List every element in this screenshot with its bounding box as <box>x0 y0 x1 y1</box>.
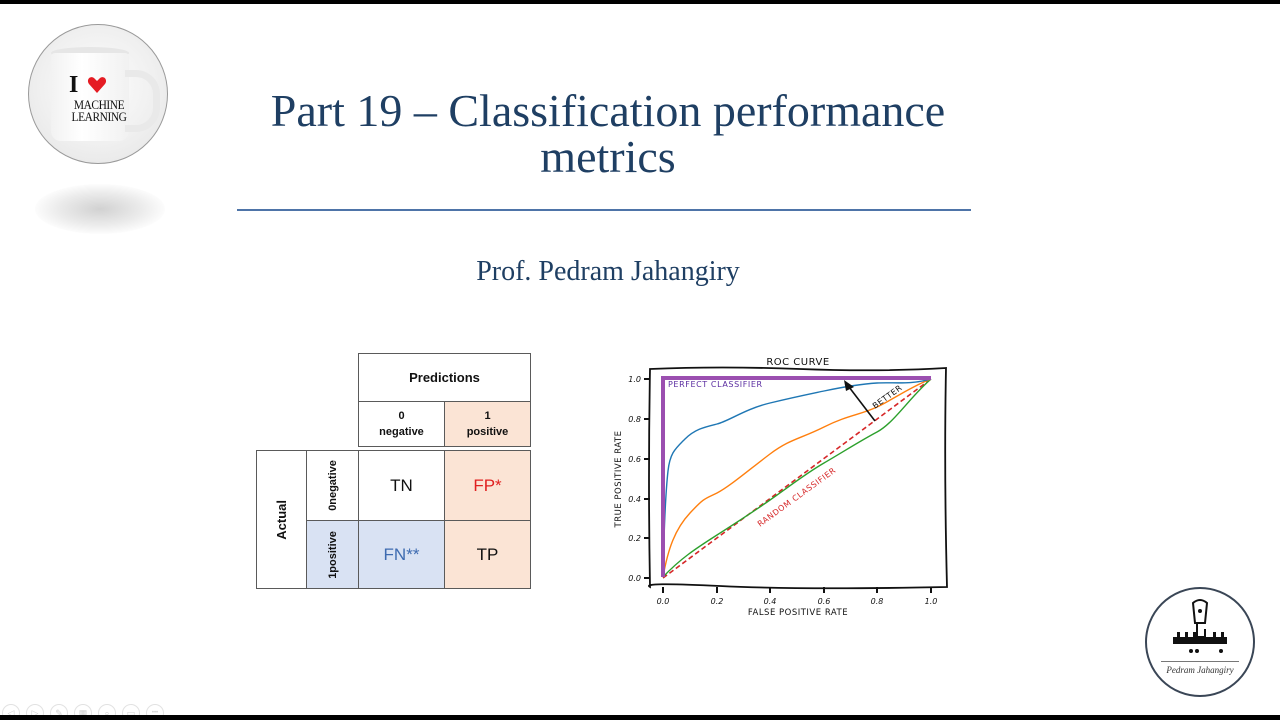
svg-text:1.0: 1.0 <box>925 597 938 606</box>
pen-icon: ✎ <box>55 707 63 716</box>
y-ticks <box>644 378 650 579</box>
pred-positive-header: 1 positive <box>444 401 531 447</box>
title-divider <box>237 209 971 211</box>
window-top-bar <box>0 0 1280 4</box>
next-icon: ▷ <box>31 707 39 716</box>
orange-roc-curve <box>662 378 932 578</box>
title-line-1: Part 19 – Classification performance <box>270 85 946 136</box>
svg-text:0.8: 0.8 <box>871 597 884 606</box>
logo-divider <box>1161 661 1239 662</box>
green-roc-curve <box>662 378 932 578</box>
slide: I MACHINE LEARNING Part 19 – Classificat… <box>0 4 1280 715</box>
heart-icon <box>87 77 107 93</box>
confusion-matrix: Predictions 0 negative 1 positive Actual… <box>256 353 531 589</box>
previous-icon: ◁ <box>7 707 15 716</box>
pred-negative-label: negative <box>379 426 424 438</box>
actual-negative-text: 0 negative <box>325 460 341 511</box>
calligraphy-emblem-icon <box>1173 599 1227 653</box>
roc-chart-svg: 1.00.80.6 0.40.20.0 0.0 0.2 0.4 0.6 0.8 1.0 … <box>614 357 948 618</box>
actual-label: Actual <box>274 499 289 540</box>
screen-icon: ▭ <box>126 707 136 716</box>
slideshow-controls: ◁ ▷ ✎ ▦ ⌕ ▭ ••• <box>2 704 164 715</box>
actual-positive-text: 1 positive <box>325 531 341 579</box>
cell-true-positive: TP <box>444 520 531 589</box>
pred-positive-num: 1 <box>484 410 491 422</box>
more-options-button[interactable]: ••• <box>146 704 164 715</box>
svg-text:0.6: 0.6 <box>818 597 831 606</box>
actual-negative-num: 0 <box>326 504 339 511</box>
svg-text:0.2: 0.2 <box>711 597 724 606</box>
svg-text:0.0: 0.0 <box>628 574 641 583</box>
mug-text-learning: LEARNING <box>71 109 127 124</box>
roc-chart: 1.0 0.8 0.6 0.4 0.2 0.0 0.0 0.2 0.4 0.6 0.8 1.0 … <box>600 349 960 629</box>
magnifier-icon: ⌕ <box>104 707 110 716</box>
blue-roc-curve <box>662 378 932 578</box>
cell-true-negative: TN <box>358 450 445 521</box>
actual-negative-label: negative <box>326 460 339 505</box>
mug-shadow <box>35 184 165 234</box>
x-tick-labels: 0.0 0.2 0.4 0.6 0.8 1.0 <box>657 597 938 606</box>
author-name: Prof. Pedram Jahangiry <box>476 256 740 287</box>
better-arrow-head <box>844 380 854 391</box>
better-arrow-line <box>848 386 876 422</box>
predictions-header: Predictions <box>358 353 531 402</box>
ml-mug-logo: I MACHINE LEARNING <box>28 24 168 164</box>
zoom-button[interactable]: ⌕ <box>98 704 116 715</box>
presenter-logo: Pedram Jahangiry <box>1145 587 1255 697</box>
mug-text-machine: MACHINE <box>73 97 125 112</box>
actual-positive-label: positive <box>326 530 339 573</box>
y-axis-label: TRUE POSITIVE RATE <box>614 431 624 529</box>
random-classifier-label: RANDOM CLASSIFIER <box>756 466 838 529</box>
actual-positive-header: 1 positive <box>306 520 359 589</box>
svg-text:0.0: 0.0 <box>657 597 670 606</box>
actual-header: Actual <box>256 450 307 589</box>
perfect-classifier-label: PERFECT CLASSIFIER <box>668 380 763 389</box>
see-all-slides-button[interactable]: ▦ <box>74 704 92 715</box>
pred-negative-header: 0 negative <box>358 401 445 447</box>
svg-text:0.2: 0.2 <box>628 534 641 543</box>
mug-handle <box>125 70 160 132</box>
svg-text:0.4: 0.4 <box>764 597 777 606</box>
perfect-classifier-line <box>661 376 931 577</box>
actual-negative-header: 0 negative <box>306 450 359 521</box>
logo-signature: Pedram Jahangiry <box>1166 665 1234 675</box>
window-bottom-bar <box>0 715 1280 720</box>
cell-false-positive: FP* <box>444 450 531 521</box>
slide-title: Part 19 – Classification performance met… <box>236 88 980 180</box>
pred-negative-num: 0 <box>398 410 405 422</box>
screen-button[interactable]: ▭ <box>122 704 140 715</box>
svg-text:0.4: 0.4 <box>628 495 641 504</box>
random-classifier-line <box>662 378 932 579</box>
actual-positive-num: 1 <box>326 572 339 579</box>
mug-body <box>51 53 129 141</box>
pred-positive-label: positive <box>466 426 509 438</box>
more-icon: ••• <box>151 710 159 715</box>
x-ticks <box>662 587 932 593</box>
title-line-2: metrics <box>540 131 676 182</box>
svg-text:1.0: 1.0 <box>628 375 641 384</box>
grid-icon: ▦ <box>78 707 88 716</box>
pen-tool-button[interactable]: ✎ <box>50 704 68 715</box>
svg-text:0.8: 0.8 <box>628 415 641 424</box>
previous-slide-button[interactable]: ◁ <box>2 704 20 715</box>
mug-text-i: I <box>69 72 79 98</box>
chart-title: ROC CURVE <box>766 357 829 368</box>
next-slide-button[interactable]: ▷ <box>26 704 44 715</box>
x-axis-label: FALSE POSITIVE RATE <box>748 608 848 618</box>
cell-false-negative: FN** <box>358 520 445 589</box>
y-tick-labels: 1.0 0.8 0.6 0.4 0.2 0.0 <box>628 375 641 583</box>
plot-frame <box>648 366 948 590</box>
svg-text:0.6: 0.6 <box>628 455 641 464</box>
better-label: BETTER <box>871 383 904 410</box>
